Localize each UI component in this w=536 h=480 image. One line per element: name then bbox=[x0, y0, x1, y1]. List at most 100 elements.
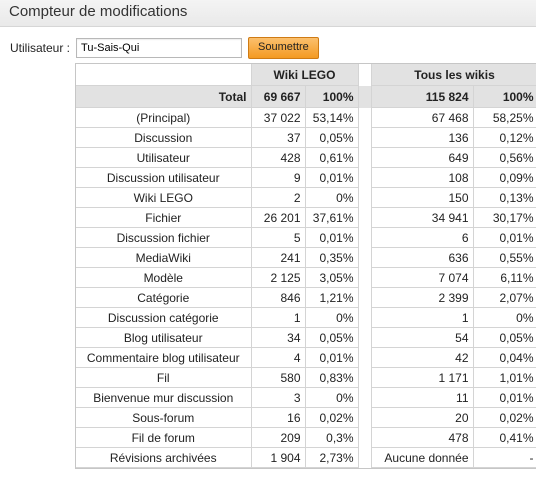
total-count-all: 115 824 bbox=[370, 85, 474, 108]
column-gap bbox=[357, 307, 372, 328]
table-row: Discussion 37 0,05% 136 0,12% bbox=[76, 127, 536, 148]
namespace-cell: Commentaire blog utilisateur bbox=[76, 347, 252, 368]
count-all-cell: 108 bbox=[370, 167, 474, 188]
namespace-cell: Fil de forum bbox=[76, 427, 252, 448]
column-gap bbox=[357, 287, 372, 308]
namespace-cell: Discussion utilisateur bbox=[76, 167, 252, 188]
namespace-cell: Blog utilisateur bbox=[76, 327, 252, 348]
pct-all-cell: 58,25% bbox=[472, 107, 536, 128]
count-all-cell: 478 bbox=[370, 427, 474, 448]
count-wiki-cell: 209 bbox=[250, 427, 306, 448]
table-row: Discussion utilisateur 9 0,01% 108 0,09% bbox=[76, 167, 536, 188]
count-wiki-cell: 16 bbox=[250, 407, 306, 428]
pct-all-cell: 0,04% bbox=[472, 347, 536, 368]
count-all-cell: 649 bbox=[370, 147, 474, 168]
user-input[interactable] bbox=[76, 38, 243, 58]
pct-all-cell: 0,01% bbox=[472, 227, 536, 248]
column-gap bbox=[357, 167, 372, 188]
column-gap bbox=[357, 407, 372, 428]
page-title: Compteur de modifications bbox=[9, 3, 188, 20]
pct-wiki-cell: 0,05% bbox=[304, 327, 359, 348]
user-form: Utilisateur : Soumettre bbox=[10, 37, 319, 59]
count-wiki-cell: 26 201 bbox=[250, 207, 306, 228]
total-label: Total bbox=[76, 85, 252, 108]
count-all-cell: 136 bbox=[370, 127, 474, 148]
total-pct-wiki: 100% bbox=[304, 85, 359, 108]
pct-wiki-cell: 0,83% bbox=[304, 367, 359, 388]
table-row: Sous-forum 16 0,02% 20 0,02% bbox=[76, 407, 536, 428]
count-wiki-cell: 1 904 bbox=[250, 447, 306, 468]
total-pct-all: 100% bbox=[472, 85, 536, 108]
pct-wiki-cell: 53,14% bbox=[304, 107, 359, 128]
count-all-cell: 636 bbox=[370, 247, 474, 268]
count-wiki-cell: 1 bbox=[250, 307, 306, 328]
pct-wiki-cell: 0% bbox=[304, 187, 359, 208]
edit-count-table: Wiki LEGO Tous les wikis Total 69 667 10… bbox=[75, 63, 536, 469]
column-gap bbox=[357, 147, 372, 168]
count-all-cell: 34 941 bbox=[370, 207, 474, 228]
count-wiki-cell: 37 bbox=[250, 127, 306, 148]
column-gap bbox=[357, 347, 372, 368]
count-all-cell: 42 bbox=[370, 347, 474, 368]
table-header-row: Wiki LEGO Tous les wikis bbox=[76, 64, 536, 86]
namespace-cell: Fichier bbox=[76, 207, 252, 228]
count-all-cell: Aucune donnée bbox=[370, 447, 474, 468]
count-wiki-cell: 2 bbox=[250, 187, 306, 208]
count-all-cell: 20 bbox=[370, 407, 474, 428]
pct-wiki-cell: 0,01% bbox=[304, 347, 359, 368]
total-row: Total 69 667 100% 115 824 100% bbox=[76, 85, 536, 108]
pct-all-cell: 0,55% bbox=[472, 247, 536, 268]
count-wiki-cell: 34 bbox=[250, 327, 306, 348]
namespace-cell: MediaWiki bbox=[76, 247, 252, 268]
submit-button[interactable]: Soumettre bbox=[248, 37, 319, 59]
count-wiki-cell: 580 bbox=[250, 367, 306, 388]
column-gap bbox=[357, 247, 372, 268]
pct-all-cell: 0,12% bbox=[472, 127, 536, 148]
pct-all-cell: 1,01% bbox=[472, 367, 536, 388]
count-wiki-cell: 428 bbox=[250, 147, 306, 168]
pct-wiki-cell: 3,05% bbox=[304, 267, 359, 288]
table-row: (Principal) 37 022 53,14% 67 468 58,25% bbox=[76, 107, 536, 128]
pct-wiki-cell: 1,21% bbox=[304, 287, 359, 308]
total-count-wiki: 69 667 bbox=[250, 85, 306, 108]
pct-all-cell: 0,05% bbox=[472, 327, 536, 348]
title-bar: Compteur de modifications bbox=[0, 0, 536, 27]
count-wiki-cell: 5 bbox=[250, 227, 306, 248]
group-header-all-wikis: Tous les wikis bbox=[370, 64, 536, 86]
table-row: Révisions archivées 1 904 2,73% Aucune donn… bbox=[76, 447, 536, 468]
table-row: Utilisateur 428 0,61% 649 0,56% bbox=[76, 147, 536, 168]
pct-wiki-cell: 37,61% bbox=[304, 207, 359, 228]
column-gap bbox=[357, 367, 372, 388]
count-wiki-cell: 241 bbox=[250, 247, 306, 268]
namespace-cell: Fil bbox=[76, 367, 252, 388]
column-gap bbox=[357, 207, 372, 228]
column-gap bbox=[357, 327, 372, 348]
pct-wiki-cell: 0,05% bbox=[304, 127, 359, 148]
column-gap bbox=[357, 387, 372, 408]
column-gap bbox=[357, 267, 372, 288]
pct-wiki-cell: 0% bbox=[304, 387, 359, 408]
pct-all-cell: 6,11% bbox=[472, 267, 536, 288]
table-row: Discussion catégorie 1 0% 1 0% bbox=[76, 307, 536, 328]
namespace-cell: Discussion fichier bbox=[76, 227, 252, 248]
pct-wiki-cell: 2,73% bbox=[304, 447, 359, 468]
table-row: Blog utilisateur 34 0,05% 54 0,05% bbox=[76, 327, 536, 348]
pct-all-cell: 30,17% bbox=[472, 207, 536, 228]
pct-all-cell: 0,41% bbox=[472, 427, 536, 448]
pct-all-cell: 0% bbox=[472, 307, 536, 328]
column-gap bbox=[357, 187, 372, 208]
table-row: Fichier 26 201 37,61% 34 941 30,17% bbox=[76, 207, 536, 228]
pct-all-cell: 0,13% bbox=[472, 187, 536, 208]
namespace-cell: Révisions archivées bbox=[76, 447, 252, 468]
namespace-cell: Bienvenue mur discussion bbox=[76, 387, 252, 408]
pct-wiki-cell: 0% bbox=[304, 307, 359, 328]
group-header-wiki-lego: Wiki LEGO bbox=[250, 64, 359, 86]
namespace-cell: Utilisateur bbox=[76, 147, 252, 168]
column-gap bbox=[357, 127, 372, 148]
user-label: Utilisateur : bbox=[10, 41, 71, 55]
count-wiki-cell: 37 022 bbox=[250, 107, 306, 128]
namespace-cell: Sous-forum bbox=[76, 407, 252, 428]
table-row: Wiki LEGO 2 0% 150 0,13% bbox=[76, 187, 536, 208]
count-all-cell: 1 bbox=[370, 307, 474, 328]
table-row: Fil 580 0,83% 1 171 1,01% bbox=[76, 367, 536, 388]
